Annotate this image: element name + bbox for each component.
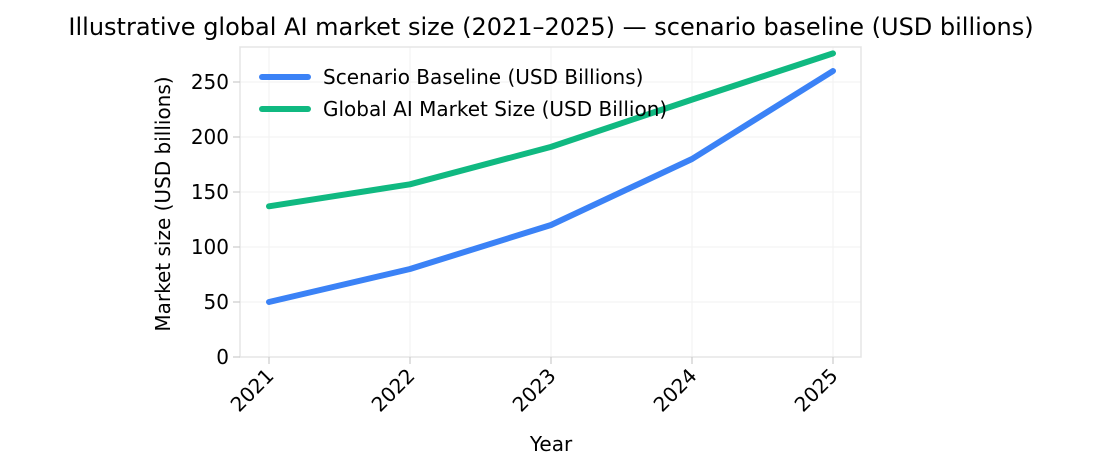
y-tick-label: 200 xyxy=(191,125,229,149)
y-axis-label: Market size (USD billions) xyxy=(151,76,175,331)
y-tick-label: 250 xyxy=(191,70,229,94)
chart-title: Illustrative global AI market size (2021… xyxy=(68,13,1033,41)
legend-label-2: Global AI Market Size (USD Billion) xyxy=(323,97,667,121)
x-tick-label: 2024 xyxy=(649,364,702,417)
x-tick-label: 2025 xyxy=(790,364,843,417)
x-axis: 2021 2022 2023 2024 2025 xyxy=(226,357,843,417)
x-tick-label: 2022 xyxy=(367,364,420,417)
grid xyxy=(240,47,861,358)
series-line-2 xyxy=(266,50,836,210)
y-tick-label: 150 xyxy=(191,180,229,204)
y-tick-label: 0 xyxy=(216,345,229,369)
y-axis: 0 50 100 150 200 250 xyxy=(191,70,240,369)
x-tick-label: 2023 xyxy=(508,364,561,417)
legend: Scenario Baseline (USD Billions) Global A… xyxy=(259,65,667,121)
x-axis-label: Year xyxy=(529,432,573,456)
y-tick-label: 50 xyxy=(204,290,229,314)
series-line-1 xyxy=(266,68,836,305)
legend-label-1: Scenario Baseline (USD Billions) xyxy=(323,65,643,89)
y-tick-label: 100 xyxy=(191,235,229,259)
x-tick-label: 2021 xyxy=(226,364,279,417)
series-lines xyxy=(266,50,836,305)
